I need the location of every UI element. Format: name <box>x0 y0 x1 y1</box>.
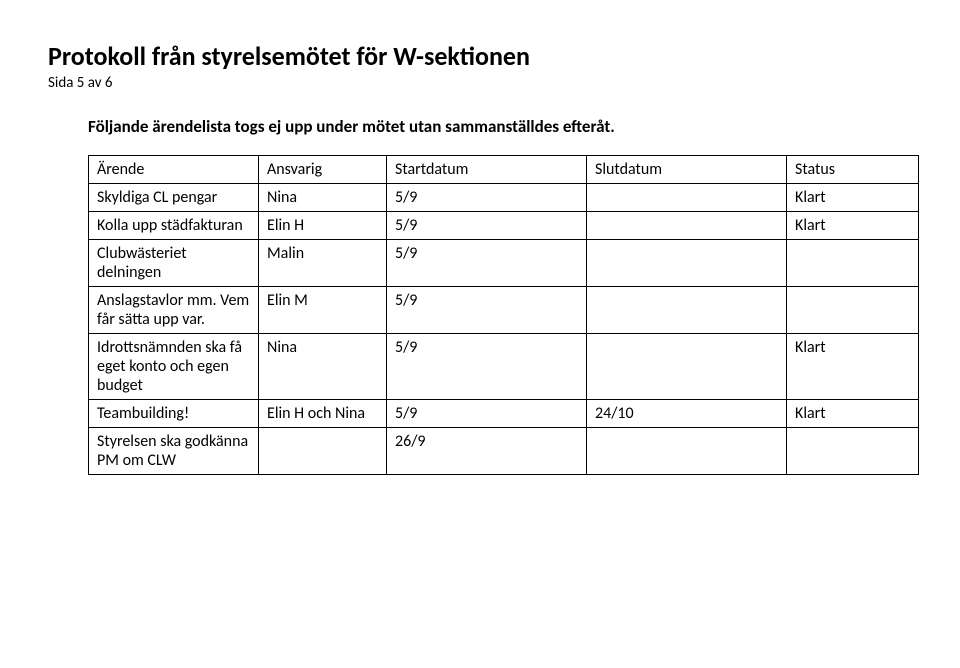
cell-start: 5/9 <box>387 287 587 334</box>
table-row: Styrelsen ska godkänna PM om CLW 26/9 <box>89 428 919 475</box>
table-header-row: Ärende Ansvarig Startdatum Slutdatum Sta… <box>89 156 919 184</box>
cell-arende: Teambuilding! <box>89 400 259 428</box>
cell-status <box>787 428 919 475</box>
col-startdatum: Startdatum <box>387 156 587 184</box>
cell-ansvarig: Nina <box>259 184 387 212</box>
col-slutdatum: Slutdatum <box>587 156 787 184</box>
cell-start: 5/9 <box>387 184 587 212</box>
intro-text: Följande ärendelista togs ej upp under m… <box>88 116 912 137</box>
cell-ansvarig: Elin H och Nina <box>259 400 387 428</box>
cell-arende: Skyldiga CL pengar <box>89 184 259 212</box>
cell-start: 5/9 <box>387 240 587 287</box>
col-arende: Ärende <box>89 156 259 184</box>
table-row: Skyldiga CL pengar Nina 5/9 Klart <box>89 184 919 212</box>
cell-arende: Idrottsnämnden ska få eget konto och ege… <box>89 334 259 400</box>
cell-slut <box>587 334 787 400</box>
cell-start: 5/9 <box>387 212 587 240</box>
cell-slut <box>587 287 787 334</box>
cell-slut <box>587 212 787 240</box>
cell-ansvarig: Elin M <box>259 287 387 334</box>
table-row: Kolla upp städfakturan Elin H 5/9 Klart <box>89 212 919 240</box>
cell-ansvarig: Malin <box>259 240 387 287</box>
page-indicator: Sida 5 av 6 <box>48 74 912 92</box>
cell-arende: Clubwästeriet delningen <box>89 240 259 287</box>
cell-ansvarig: Elin H <box>259 212 387 240</box>
cell-arende: Anslagstavlor mm. Vem får sätta upp var. <box>89 287 259 334</box>
cell-start: 5/9 <box>387 334 587 400</box>
document-title: Protokoll från styrelsemötet för W-sekti… <box>48 40 912 72</box>
cell-status: Klart <box>787 400 919 428</box>
table-row: Idrottsnämnden ska få eget konto och ege… <box>89 334 919 400</box>
cell-ansvarig <box>259 428 387 475</box>
cell-slut <box>587 184 787 212</box>
table-row: Teambuilding! Elin H och Nina 5/9 24/10 … <box>89 400 919 428</box>
cell-status: Klart <box>787 184 919 212</box>
cell-start: 26/9 <box>387 428 587 475</box>
table-row: Anslagstavlor mm. Vem får sätta upp var.… <box>89 287 919 334</box>
cell-arende: Styrelsen ska godkänna PM om CLW <box>89 428 259 475</box>
cell-slut <box>587 240 787 287</box>
cell-status <box>787 287 919 334</box>
cell-slut: 24/10 <box>587 400 787 428</box>
cell-status <box>787 240 919 287</box>
col-status: Status <box>787 156 919 184</box>
cell-ansvarig: Nina <box>259 334 387 400</box>
cell-status: Klart <box>787 212 919 240</box>
col-ansvarig: Ansvarig <box>259 156 387 184</box>
agenda-table: Ärende Ansvarig Startdatum Slutdatum Sta… <box>88 155 919 475</box>
cell-arende: Kolla upp städfakturan <box>89 212 259 240</box>
cell-slut <box>587 428 787 475</box>
table-row: Clubwästeriet delningen Malin 5/9 <box>89 240 919 287</box>
cell-status: Klart <box>787 334 919 400</box>
cell-start: 5/9 <box>387 400 587 428</box>
